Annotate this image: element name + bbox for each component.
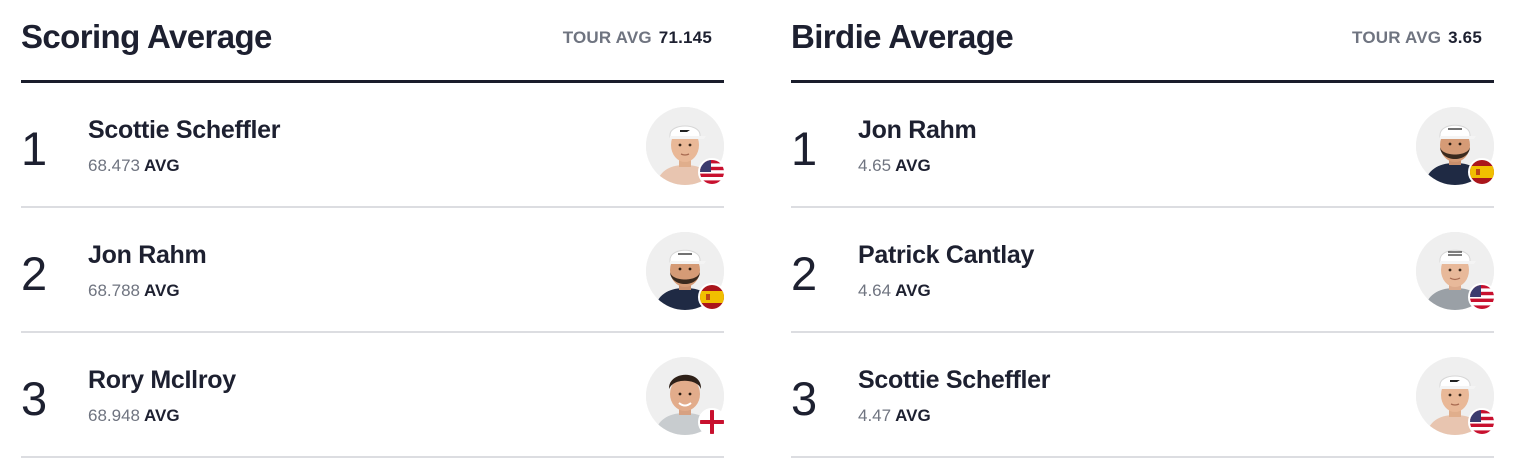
stat-unit: AVG: [895, 156, 931, 175]
stat-value: 68.948: [88, 406, 140, 425]
tour-average: TOUR AVG 71.145: [563, 28, 712, 48]
panel-title[interactable]: Birdie Average: [791, 18, 1014, 55]
player-name[interactable]: Patrick Cantlay: [858, 241, 1035, 269]
player-headshot[interactable]: [1416, 357, 1496, 436]
player-headshot[interactable]: [1416, 232, 1496, 311]
leaderboard-row[interactable]: 2 Jon Rahm 68.788 AVG: [21, 208, 726, 333]
player-name[interactable]: Jon Rahm: [858, 116, 977, 144]
player-name[interactable]: Scottie Scheffler: [858, 366, 1051, 394]
player-stat: 68.788 AVG: [88, 281, 180, 301]
stat-value: 68.473: [88, 156, 140, 175]
tour-average-value: 3.65: [1448, 28, 1482, 47]
leaderboard-row[interactable]: 1 Jon Rahm 4.65 AVG: [791, 83, 1496, 208]
player-name[interactable]: Jon Rahm: [88, 241, 207, 269]
leaderboard-row[interactable]: 3 Rory McIlroy 68.948 AVG: [21, 333, 726, 458]
stat-unit: AVG: [144, 156, 180, 175]
stat-value: 68.788: [88, 281, 140, 300]
avatar: [646, 232, 724, 310]
player-stat: 4.47 AVG: [858, 406, 931, 426]
avatar: [646, 357, 724, 435]
scoring-average-panel: Scoring Average TOUR AVG 71.145 1 Scotti…: [21, 0, 726, 458]
stat-unit: AVG: [144, 281, 180, 300]
tour-average: TOUR AVG 3.65: [1352, 28, 1482, 48]
stat-unit: AVG: [144, 406, 180, 425]
stat-value: 4.64: [858, 281, 892, 300]
player-headshot[interactable]: [646, 107, 726, 186]
leaderboard-row[interactable]: 1 Scottie Scheffler 68.473 AVG: [21, 83, 726, 208]
player-rank: 1: [21, 122, 47, 175]
player-stat: 4.65 AVG: [858, 156, 931, 176]
spain-flag-icon: [1468, 158, 1496, 186]
panel-title[interactable]: Scoring Average: [21, 18, 272, 55]
player-stat: 68.948 AVG: [88, 406, 180, 426]
player-headshot[interactable]: [646, 232, 726, 311]
tour-average-label: TOUR AVG: [1352, 28, 1442, 47]
player-rank: 3: [791, 372, 817, 425]
panel-header: Scoring Average TOUR AVG 71.145: [21, 0, 724, 83]
stat-value: 4.65: [858, 156, 892, 175]
player-rank: 2: [791, 247, 817, 300]
stat-unit: AVG: [895, 406, 931, 425]
player-stat: 4.64 AVG: [858, 281, 931, 301]
leaderboard-row[interactable]: 2 Patrick Cantlay 4.64 AVG: [791, 208, 1496, 333]
spain-flag-icon: [698, 283, 726, 311]
player-name[interactable]: Rory McIlroy: [88, 366, 236, 394]
northern-ireland-flag-icon: [698, 408, 726, 436]
player-stat: 68.473 AVG: [88, 156, 180, 176]
tour-average-value: 71.145: [658, 28, 712, 47]
player-rank: 3: [21, 372, 47, 425]
player-rank: 1: [791, 122, 817, 175]
usa-flag-icon: [1468, 408, 1496, 436]
panel-header: Birdie Average TOUR AVG 3.65: [791, 0, 1494, 83]
avatar: [1416, 357, 1494, 435]
usa-flag-icon: [1468, 283, 1496, 311]
player-name[interactable]: Scottie Scheffler: [88, 116, 281, 144]
birdie-average-panel: Birdie Average TOUR AVG 3.65 1 Jon Rahm …: [791, 0, 1496, 458]
usa-flag-icon: [698, 158, 726, 186]
leaderboard-row[interactable]: 3 Scottie Scheffler 4.47 AVG: [791, 333, 1496, 458]
avatar: [646, 107, 724, 185]
stat-value: 4.47: [858, 406, 892, 425]
tour-average-label: TOUR AVG: [562, 28, 652, 47]
player-headshot[interactable]: [646, 357, 726, 436]
player-headshot[interactable]: [1416, 107, 1496, 186]
stat-unit: AVG: [895, 281, 931, 300]
player-rank: 2: [21, 247, 47, 300]
